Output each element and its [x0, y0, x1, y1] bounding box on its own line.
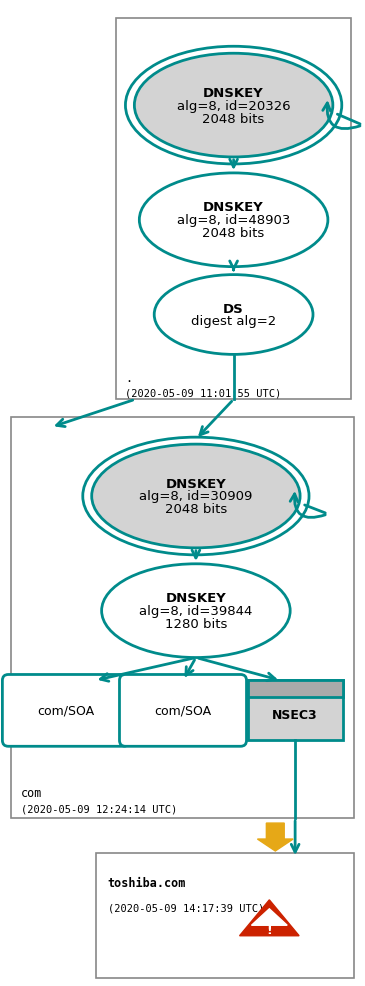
Text: alg=8, id=20326: alg=8, id=20326	[177, 100, 291, 112]
FancyBboxPatch shape	[3, 674, 130, 746]
FancyBboxPatch shape	[11, 418, 354, 818]
FancyBboxPatch shape	[119, 674, 246, 746]
Text: DNSKEY: DNSKEY	[203, 87, 264, 100]
FancyBboxPatch shape	[96, 853, 354, 978]
Text: com/SOA: com/SOA	[154, 704, 212, 717]
Ellipse shape	[134, 54, 333, 158]
Text: (2020-05-09 14:17:39 UTC): (2020-05-09 14:17:39 UTC)	[108, 903, 264, 913]
Polygon shape	[257, 823, 293, 851]
Text: com: com	[21, 787, 43, 800]
Text: 2048 bits: 2048 bits	[203, 112, 265, 125]
Text: DS: DS	[223, 303, 244, 316]
Text: DNSKEY: DNSKEY	[165, 477, 226, 490]
Text: .: .	[126, 372, 132, 385]
Text: com/SOA: com/SOA	[37, 704, 95, 717]
Text: alg=8, id=39844: alg=8, id=39844	[139, 604, 253, 617]
Text: 2048 bits: 2048 bits	[165, 503, 227, 516]
Text: DNSKEY: DNSKEY	[203, 201, 264, 214]
Text: 2048 bits: 2048 bits	[203, 227, 265, 240]
FancyBboxPatch shape	[115, 20, 351, 400]
FancyBboxPatch shape	[247, 680, 343, 697]
Text: DNSKEY: DNSKEY	[165, 592, 226, 604]
Ellipse shape	[92, 445, 300, 548]
Ellipse shape	[139, 174, 328, 267]
Text: !: !	[266, 923, 272, 937]
Text: alg=8, id=48903: alg=8, id=48903	[177, 214, 290, 227]
Ellipse shape	[154, 275, 313, 355]
Text: 1280 bits: 1280 bits	[165, 617, 227, 630]
Ellipse shape	[101, 564, 290, 658]
Text: digest alg=2: digest alg=2	[191, 316, 276, 328]
FancyBboxPatch shape	[247, 680, 343, 740]
Polygon shape	[239, 900, 299, 936]
Text: toshiba.com: toshiba.com	[108, 877, 186, 889]
Text: (2020-05-09 12:24:14 UTC): (2020-05-09 12:24:14 UTC)	[21, 804, 177, 813]
Text: NSEC3: NSEC3	[272, 708, 318, 721]
Text: (2020-05-09 11:01:55 UTC): (2020-05-09 11:01:55 UTC)	[126, 387, 282, 398]
Polygon shape	[251, 909, 287, 925]
Text: alg=8, id=30909: alg=8, id=30909	[139, 490, 253, 503]
